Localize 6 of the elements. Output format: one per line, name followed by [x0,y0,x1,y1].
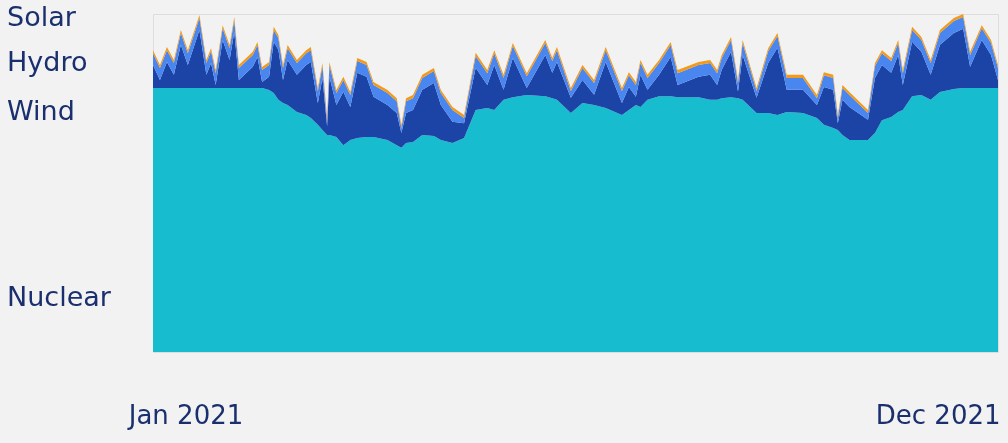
series-label: Nuclear [7,281,112,312]
x-tick-label: Jan 2021 [126,399,244,430]
text: Solar [7,1,77,32]
x-tick-label: Dec 2021 [875,399,1001,430]
text: Wind [7,95,75,126]
text: Hydro [7,46,88,77]
